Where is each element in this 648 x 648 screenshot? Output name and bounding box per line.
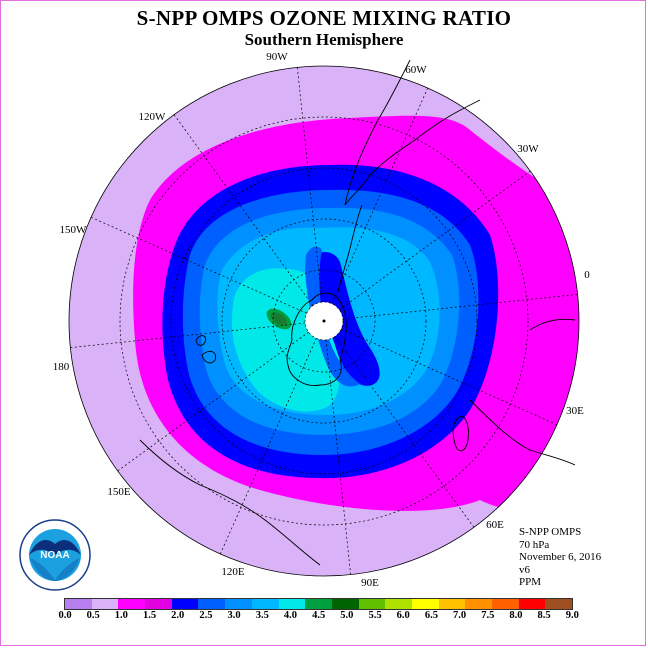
colorbar-labels: 0.0 0.5 1.0 1.5 2.0 2.5 3.0 3.5 4.0 4.5 5.0 5.5 6.0 6… <box>0 610 648 624</box>
colorbar-tick-label: 5.5 <box>368 610 382 621</box>
colorbar-swatch <box>198 599 226 609</box>
info-date: November 6, 2016 <box>519 551 602 563</box>
coastlines <box>139 59 576 566</box>
map-title: S-NPP OMPS OZONE MIXING RATIO <box>136 6 512 30</box>
map-subtitle: Southern Hemisphere <box>244 30 404 49</box>
meridian-line <box>334 336 475 528</box>
colorbar-swatch <box>65 599 92 609</box>
colorbar-tick-label: 1.5 <box>142 610 157 621</box>
polar-map: 90W 60W 30W 0 30E 60E 90E 120E 150E 180 … <box>53 51 591 589</box>
colorbar-swatch <box>518 599 546 609</box>
noaa-logo: NOAA <box>19 519 91 591</box>
lon-label-120e: 120E <box>221 566 245 578</box>
info-version: v6 <box>519 563 530 576</box>
colorbar-swatch <box>385 599 412 609</box>
colorbar-tick-label: 7.5 <box>481 610 495 621</box>
colorbar-swatch <box>358 599 386 609</box>
colorbar-tick-label: 4.0 <box>283 610 298 621</box>
lon-label-90e: 90E <box>361 577 379 589</box>
colorbar-swatch <box>331 599 359 609</box>
south-pole-marker <box>322 319 326 323</box>
lon-label-60e: 60E <box>486 519 504 531</box>
meridian-line <box>117 331 309 472</box>
contour-trough-edge <box>305 246 360 387</box>
colorbar-swatch <box>545 599 573 609</box>
meridian-line <box>331 87 429 304</box>
graticule <box>119 116 529 526</box>
lon-label-180: 180 <box>53 361 70 373</box>
colorbar-tick-label: 3.5 <box>255 610 269 621</box>
lon-label-60w: 60W <box>405 64 427 76</box>
colorbar-tick-label: 4.5 <box>312 610 326 621</box>
colorbar-tick-label: 0.0 <box>58 610 72 621</box>
data-info: S-NPP OMPS 70 hPa November 6, 2016 v6 PP… <box>519 526 601 589</box>
colorbar-swatch <box>225 599 252 609</box>
meridian-line <box>325 339 352 575</box>
colorbar <box>64 598 574 610</box>
colorbar-swatch <box>91 599 119 609</box>
info-units: PPM <box>519 576 542 588</box>
colorbar-tick-label: 8.5 <box>537 610 551 621</box>
antarctica-coast <box>286 292 347 386</box>
lon-label-90w: 90W <box>266 51 288 63</box>
lon-label-150w: 150W <box>60 224 88 236</box>
colorbar-swatch <box>438 599 466 609</box>
colorbar-tick-label: 0.5 <box>86 610 100 621</box>
colorbar-tick-label: 3.0 <box>227 610 241 621</box>
colorbar-swatch <box>305 599 332 609</box>
lon-label-0: 0 <box>584 269 590 281</box>
noaa-logo-text: NOAA <box>40 550 69 561</box>
colorbar-tick-label: 2.5 <box>199 610 213 621</box>
contour-4.5 <box>271 312 287 326</box>
info-instrument: S-NPP OMPS <box>519 526 582 538</box>
lon-label-150e: 150E <box>107 486 131 498</box>
colorbar-tick-label: 1.0 <box>114 610 128 621</box>
meridian-line <box>341 328 558 426</box>
colorbar-swatch <box>171 599 199 609</box>
colorbar-tick-label: 8.0 <box>509 610 523 621</box>
colorbar-tick-label: 7.0 <box>453 610 467 621</box>
colorbar-swatch <box>465 599 492 609</box>
meridian-line <box>90 216 307 314</box>
lon-label-120w: 120W <box>139 111 167 123</box>
lon-label-30w: 30W <box>517 143 539 155</box>
meridian-line <box>339 170 531 311</box>
meridian-line <box>342 293 578 320</box>
south-america-coast <box>344 59 481 206</box>
colorbar-swatch <box>492 599 519 609</box>
colorbar-tick-label: 6.5 <box>424 610 438 621</box>
colorbar-tick-label: 9.0 <box>565 610 579 621</box>
map-boundary <box>68 65 580 577</box>
meridian-line <box>70 322 306 349</box>
australia-coast <box>139 439 321 566</box>
meridian-line <box>173 114 314 306</box>
colorbar-swatch <box>145 599 172 609</box>
new-zealand <box>195 335 217 364</box>
colorbar-tick-label: 5.0 <box>340 610 354 621</box>
antarctic-peninsula <box>337 204 363 293</box>
colorbar-swatch <box>278 599 306 609</box>
meridian-line <box>296 67 323 303</box>
colorbar-tick-label: 6.0 <box>396 610 410 621</box>
info-pressure-level: 70 hPa <box>519 538 550 551</box>
colorbar-swatch <box>411 599 439 609</box>
colorbar-swatch <box>118 599 146 609</box>
africa-coast <box>469 318 576 466</box>
colorbar-tick-label: 2.0 <box>171 610 185 621</box>
lon-label-30e: 30E <box>566 405 584 417</box>
madagascar <box>452 416 469 452</box>
meridians <box>70 67 578 575</box>
meridian-line <box>219 338 317 555</box>
colorbar-swatch <box>251 599 279 609</box>
